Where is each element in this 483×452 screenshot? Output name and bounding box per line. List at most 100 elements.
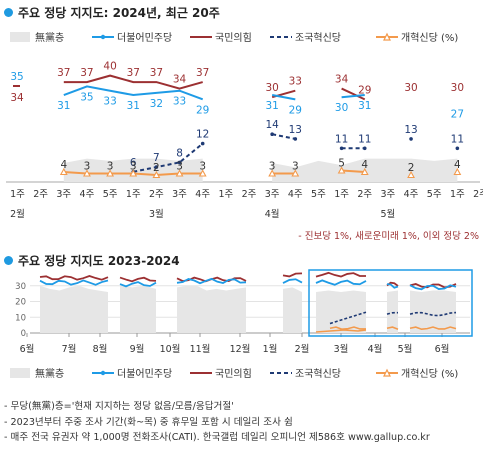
chart2-x-month-label: 11월 bbox=[190, 343, 211, 355]
chart1-title: 주요 정당 지지도: 2024년, 최근 20주 bbox=[4, 4, 220, 21]
chart1-line-rk bbox=[133, 142, 204, 173]
chart1-label-ppp: 29 bbox=[358, 84, 371, 96]
chart1-label-ppp: 40 bbox=[103, 61, 116, 73]
chart1-point-rf bbox=[106, 169, 115, 177]
chart2-x-month-label: 5월 bbox=[398, 343, 413, 355]
legend-label-rk: 조국혁신당 bbox=[295, 368, 341, 380]
chart2-line-dp bbox=[315, 279, 367, 286]
chart1-point-rk bbox=[200, 141, 205, 146]
chart1-x-week-label: 2주 bbox=[357, 189, 372, 200]
chart1-label-ppp: 37 bbox=[150, 67, 163, 79]
chart1-label-dp: 33 bbox=[103, 96, 116, 108]
chart1-label-ppp: 30 bbox=[404, 82, 417, 94]
chart1-label-dp: 31 bbox=[127, 100, 140, 112]
chart1-point-rf bbox=[198, 169, 207, 177]
chart1-label-rk: 13 bbox=[404, 124, 417, 136]
chart1-label-ppp: 30 bbox=[451, 82, 464, 94]
chart1-x-week-label: 1주 bbox=[334, 189, 349, 200]
legend-label-rf: 개혁신당 (%) bbox=[401, 32, 458, 44]
chart1-point-rk bbox=[455, 146, 460, 151]
chart1-label-ppp: 34 bbox=[335, 74, 349, 86]
legend-label-ppp: 국민의힘 bbox=[215, 32, 252, 44]
footnote-2: - 2023년부터 주중 조사 기간(화~목) 중 휴무일 포함 시 데일리 조… bbox=[4, 416, 293, 428]
chart1-line-rk bbox=[271, 133, 296, 140]
chart1-line-dp bbox=[341, 94, 365, 99]
chart2-title-text: 주요 정당 지지도 2023-2024 bbox=[18, 254, 180, 268]
chart1-label-rf: 4 bbox=[361, 159, 368, 171]
chart1-left-label-dp: 35 bbox=[10, 71, 23, 83]
chart1-point-rf bbox=[407, 170, 415, 179]
chart1-x-week-label: 2주 bbox=[473, 189, 483, 200]
chart2-line-rk bbox=[386, 311, 399, 315]
chart2-line-ppp bbox=[282, 272, 303, 278]
chart1-x-week-label: 2주 bbox=[33, 189, 48, 200]
chart1-label-rk: 11 bbox=[335, 133, 348, 145]
chart2-line-rf bbox=[315, 329, 367, 333]
chart2-area-none bbox=[120, 284, 156, 333]
chart1-x-week-label: 2주 bbox=[242, 189, 257, 200]
chart1-point-rf bbox=[268, 169, 277, 177]
chart1-point-rf bbox=[453, 167, 462, 176]
chart1-line-ppp bbox=[63, 74, 203, 90]
chart1-x-week-label: 3주 bbox=[265, 189, 280, 200]
title-bullet-icon bbox=[4, 8, 13, 17]
chart2-area-none bbox=[283, 287, 302, 333]
chart2-area-none bbox=[40, 285, 108, 333]
chart1-label-ppp: 37 bbox=[80, 67, 93, 79]
chart1-label-ppp: 33 bbox=[289, 76, 302, 88]
chart1-x-week-label: 1주 bbox=[218, 189, 233, 200]
chart2-line-dp bbox=[39, 279, 109, 286]
chart2-line-rk bbox=[329, 311, 367, 325]
chart1-label-rf: 3 bbox=[292, 161, 299, 173]
chart1-label-ppp: 37 bbox=[196, 67, 209, 79]
legend-label-dp: 더불어민주당 bbox=[117, 368, 172, 380]
legend-marker-dp bbox=[100, 370, 106, 376]
chart1-label-rf: 2 bbox=[153, 162, 160, 174]
legend-label-dp: 더불어민주당 bbox=[117, 32, 172, 44]
chart1-x-week-label: 4주 bbox=[288, 189, 303, 200]
chart1-label-rf: 5 bbox=[338, 158, 345, 170]
chart2-line-dp bbox=[119, 281, 157, 288]
chart1-x-week-label: 4주 bbox=[404, 189, 419, 200]
legend-label-rk: 조국혁신당 bbox=[295, 32, 341, 44]
chart1-label-rk: 6 bbox=[130, 157, 137, 169]
chart1-point-rf bbox=[152, 170, 161, 179]
chart1-label-rk: 11 bbox=[451, 133, 464, 145]
chart1-label-rf: 4 bbox=[60, 159, 67, 171]
legend-label-none: 無黨층 bbox=[35, 31, 64, 44]
chart1-label-dp: 29 bbox=[196, 104, 209, 116]
chart1-label-dp: 31 bbox=[57, 100, 70, 112]
chart2-title: 주요 정당 지지도 2023-2024 bbox=[4, 252, 180, 269]
chart2-line-ppp bbox=[315, 271, 367, 278]
chart2-line-rf bbox=[329, 326, 367, 331]
chart2-line-rk bbox=[409, 311, 457, 317]
chart1-x-month-label: 2월 bbox=[10, 208, 25, 220]
chart1-label-dp: 32 bbox=[150, 98, 163, 110]
legend-marker-rf bbox=[383, 368, 391, 377]
chart1-label-ppp: 30 bbox=[265, 82, 278, 94]
chart1-point-rf bbox=[175, 169, 184, 177]
chart1-title-text: 주요 정당 지지도: 2024년, 최근 20주 bbox=[18, 6, 220, 20]
chart1-x-week-label: 4주 bbox=[195, 189, 210, 200]
chart1-x-week-label: 1주 bbox=[450, 189, 465, 200]
chart1-point-rf bbox=[59, 167, 68, 176]
chart1-x-week-label: 1주 bbox=[10, 189, 25, 200]
chart1-x-week-label: 4주 bbox=[80, 189, 95, 200]
chart1-label-rf: 3 bbox=[130, 161, 137, 173]
chart1-label-dp: 31 bbox=[265, 100, 278, 112]
legend-label-ppp: 국민의힘 bbox=[215, 368, 252, 380]
chart1-point-rf bbox=[360, 167, 369, 176]
chart2-x-month-label: 1월 bbox=[263, 343, 278, 355]
chart1-label-dp: 30 bbox=[335, 102, 348, 114]
chart2-x-month-label: 8월 bbox=[93, 343, 108, 355]
chart1-label-dp: 31 bbox=[358, 100, 371, 112]
chart2-y-tick: 0 bbox=[21, 329, 26, 339]
chart2-y-tick: 20 bbox=[15, 298, 26, 308]
chart1-label-dp: 29 bbox=[289, 104, 302, 116]
chart1-label-rf: 3 bbox=[199, 161, 206, 173]
legend-swatch-none bbox=[10, 368, 30, 378]
chart1-x-month-label: 3월 bbox=[149, 208, 164, 220]
chart1-x-month-label: 4월 bbox=[265, 208, 280, 220]
